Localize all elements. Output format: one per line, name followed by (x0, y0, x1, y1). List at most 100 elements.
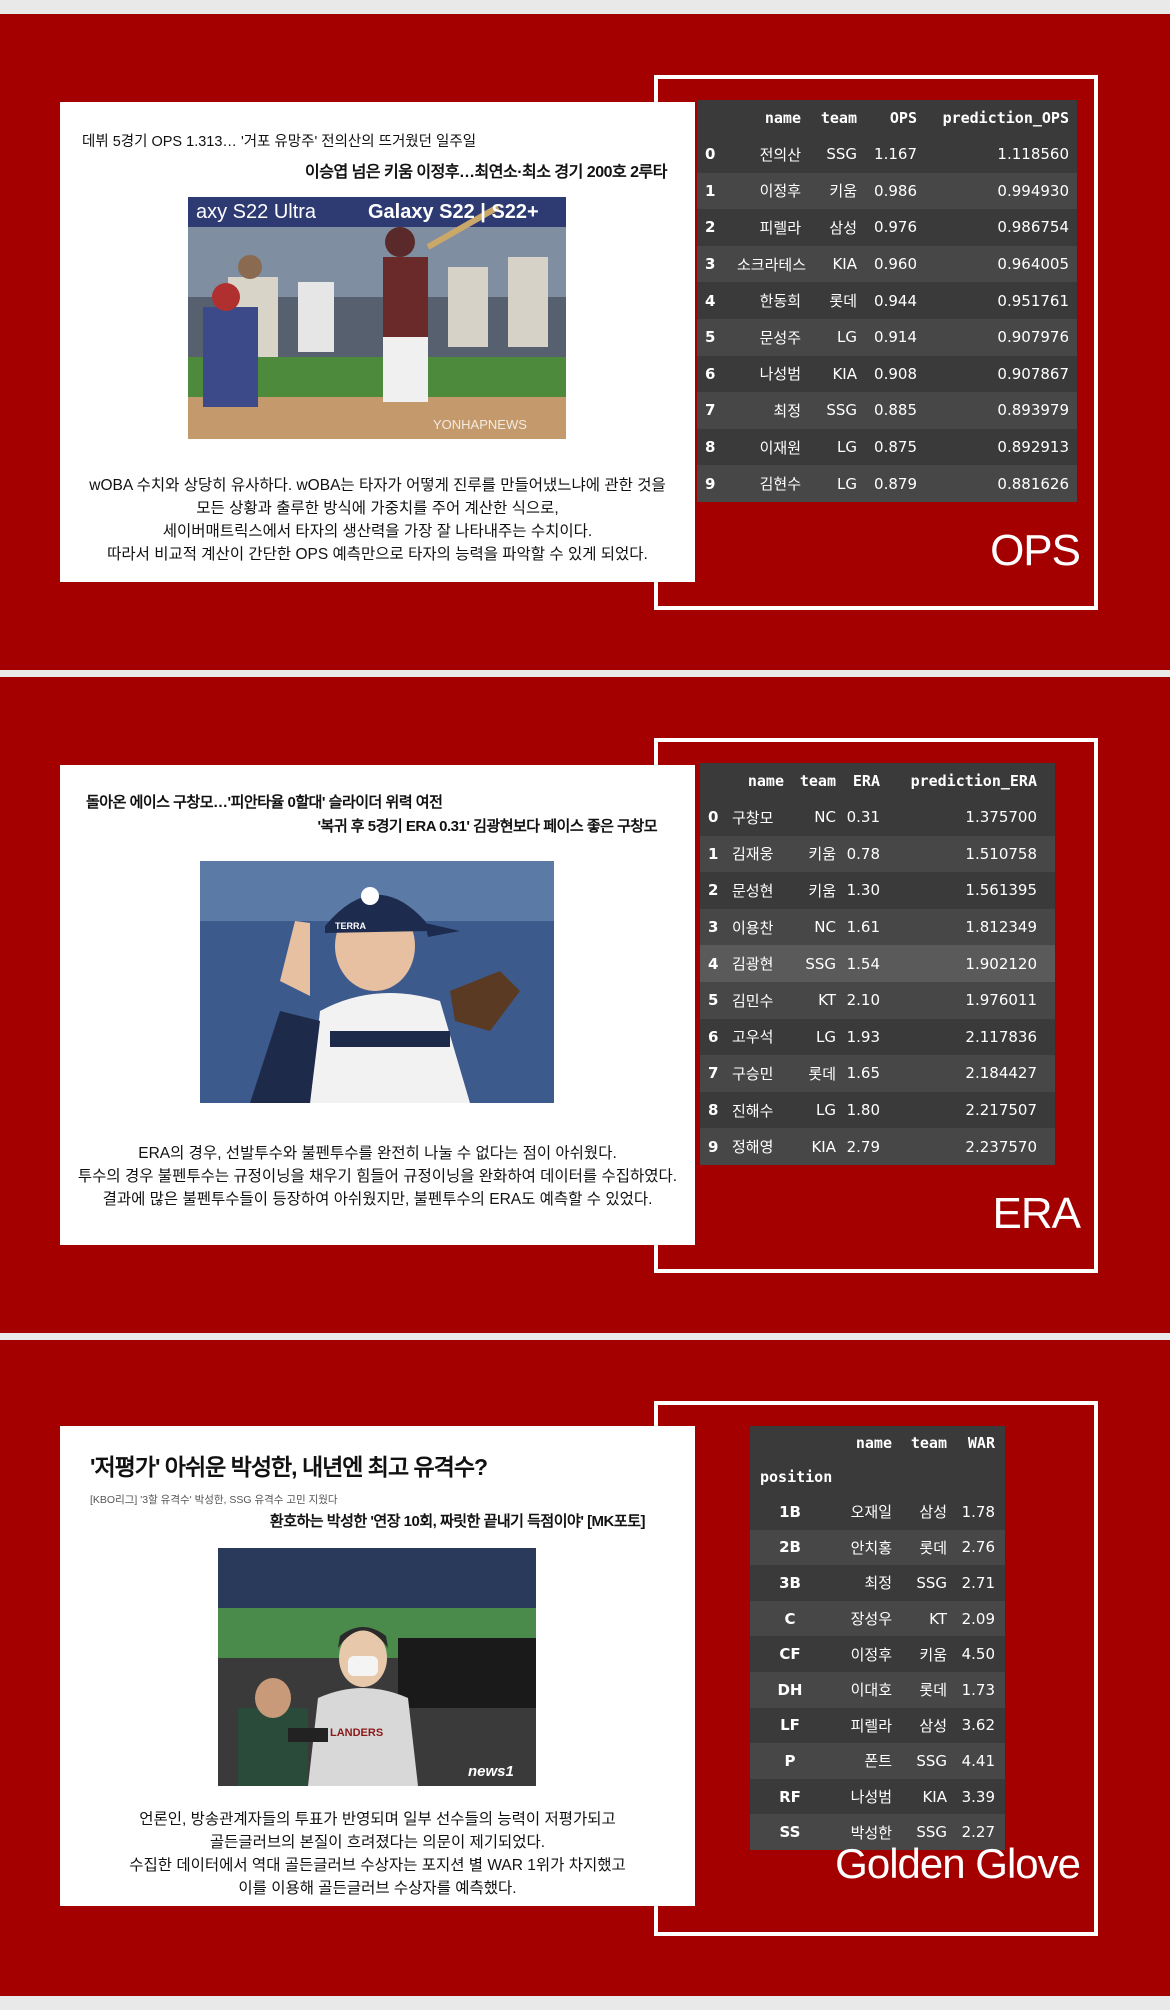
table-row: P 폰트 SSG 4.41 (750, 1743, 1005, 1779)
news-headline[interactable]: '저평가' 아쉬운 박성한, 내년엔 최고 유격수? (90, 1454, 488, 1480)
table-cell: 1.118560 (997, 145, 1069, 164)
news-caption: ERA의 경우, 선발투수와 불펜투수를 완전히 나눌 수 없다는 점이 아쉬웠… (60, 1142, 695, 1211)
table-cell: 삼성 (829, 218, 857, 237)
table-cell: 4.50 (961, 1645, 995, 1664)
row-index: 8 (705, 438, 716, 457)
news-card: '저평가' 아쉬운 박성한, 내년엔 최고 유격수? [KBO리그] '3할 유… (60, 1426, 695, 1906)
table-cell: 1.902120 (965, 954, 1037, 973)
caption-line: 언론인, 방송관계자들의 투표가 반영되며 일부 선수들의 능력이 저평가되고 (139, 1811, 616, 1828)
era-table: name team ERA prediction_ERA 0 구창모 NC 0.31 1… (700, 763, 1055, 1165)
table-row: RF 나성범 KIA 3.39 (750, 1779, 1005, 1815)
table-cell: 0.885 (874, 401, 917, 420)
row-index: 1 (708, 844, 719, 863)
table-row: C 장성우 KT 2.09 (750, 1600, 1005, 1637)
table-row: 2B 안치홍 롯데 2.76 (750, 1529, 1005, 1566)
table-cell: 1.54 (846, 954, 880, 973)
table-cell: 0.31 (846, 808, 880, 827)
column-header: team (799, 772, 836, 790)
row-index: 5 (708, 991, 719, 1010)
table-row: 6 고우석 LG 1.93 2.117836 (700, 1019, 1055, 1056)
table-row: 1B 오재일 삼성 1.78 (750, 1494, 1005, 1530)
table-cell: 2.79 (846, 1137, 880, 1156)
slide-label: Golden Glove (835, 1840, 1081, 1887)
table-cell: 소크라테스 (737, 255, 807, 274)
table-cell: 고우석 (732, 1028, 774, 1047)
table-row: 3 소크라테스 KIA 0.960 0.964005 (697, 245, 1077, 283)
table-cell: 0.951761 (997, 291, 1069, 310)
table-cell: 정해영 (732, 1138, 774, 1157)
slide-label: OPS (990, 526, 1081, 575)
row-index: 5 (705, 328, 716, 347)
table-row: 1 이정후 키움 0.986 0.994930 (697, 172, 1077, 210)
table-cell: LG (837, 474, 857, 493)
photo-watermark: YONHAPNEWS (433, 417, 527, 432)
row-index: 7 (708, 1064, 719, 1083)
table-cell: 1.61 (846, 918, 880, 937)
caption-line: 이를 이용해 골든글러브 수상자를 예측했다. (238, 1880, 517, 1897)
jersey-text: LANDERS (330, 1727, 383, 1739)
row-index: RF (779, 1787, 801, 1806)
table-cell: 0.964005 (997, 255, 1069, 274)
table-cell: 오재일 (850, 1503, 892, 1522)
caption-line: ERA의 경우, 선발투수와 불펜투수를 완전히 나눌 수 없다는 점이 아쉬웠… (138, 1145, 617, 1162)
table-cell: 2.27 (961, 1823, 995, 1842)
table-cell: 피렐라 (759, 218, 801, 237)
row-index: 3B (779, 1573, 801, 1592)
table-cell: 박성한 (850, 1823, 892, 1842)
table-row: 8 이재원 LG 0.875 0.892913 (697, 429, 1077, 466)
table-row: 4 김광현 SSG 1.54 1.902120 (700, 945, 1055, 982)
column-header: name (764, 109, 801, 127)
column-header: name (855, 1434, 892, 1452)
table-row: 2 문성현 키움 1.30 1.561395 (700, 872, 1055, 909)
row-index: 7 (705, 401, 716, 420)
table-cell: 0.914 (874, 328, 917, 347)
table-cell: SSG (916, 1573, 947, 1592)
caption-line: wOBA 수치와 상당히 유사하다. wOBA는 타자가 어떻게 진루를 만들어… (89, 477, 666, 494)
row-index: 3 (708, 918, 719, 937)
table-cell: KIA (832, 364, 857, 383)
table-cell: 2.117836 (965, 1027, 1037, 1046)
table-cell: 0.986754 (997, 218, 1069, 237)
slide-ops: 데뷔 5경기 OPS 1.313… '거포 유망주' 전의산의 뜨거웠던 일주일… (0, 14, 1170, 670)
table-cell: 2.76 (961, 1538, 995, 1557)
news-subheadline[interactable]: 이승엽 넘은 키움 이정후…최연소·최소 경기 200호 2루타 (305, 164, 668, 181)
row-index: 2 (705, 218, 716, 237)
table-cell: 나성범 (850, 1788, 892, 1807)
table-cell: 롯데 (829, 292, 857, 311)
row-index: 0 (705, 145, 716, 164)
row-index: 6 (708, 1027, 719, 1046)
table-body: 1B 오재일 삼성 1.78 2B 안치홍 롯데 2.76 3B 최정 SSG 2.71 C 장성우 KT 2… (750, 1494, 1005, 1850)
table-row: 5 김민수 KT 2.10 1.976011 (700, 981, 1055, 1019)
index-header: position (760, 1468, 833, 1486)
table-row: 5 문성주 LG 0.914 0.907976 (697, 318, 1077, 356)
table-cell: 2.09 (961, 1609, 995, 1628)
table-cell: 삼성 (919, 1503, 947, 1522)
table-cell: 1.30 (846, 881, 880, 900)
pitcher-photo-illustration: TERRA (200, 861, 554, 1103)
table-cell: 1.73 (961, 1680, 995, 1699)
caption-line: 골든글러브의 본질이 흐려졌다는 의문이 제기되었다. (209, 1834, 546, 1851)
table-row: CF 이정후 키움 4.50 (750, 1636, 1005, 1672)
table-cell: 0.986 (874, 181, 917, 200)
table-cell: 롯데 (919, 1681, 947, 1700)
table-row: 9 김현수 LG 0.879 0.881626 (697, 465, 1077, 502)
table-cell: 0.976 (874, 218, 917, 237)
row-index: 9 (708, 1137, 719, 1156)
news-headline[interactable]: 돌아온 에이스 구창모…'피안타율 0할대' 슬라이더 위력 여전 (86, 794, 443, 811)
table-cell: LG (816, 1101, 836, 1120)
table-cell: 장성우 (850, 1610, 892, 1629)
table-cell: SSG (805, 954, 836, 973)
table-cell: 최정 (864, 1574, 892, 1593)
news-subheadline[interactable]: 환호하는 박성한 '연장 10회, 짜릿한 끝내기 득점이야' [MK포토] (269, 1513, 646, 1530)
table-cell: NC (814, 918, 836, 937)
table-cell: 롯데 (919, 1538, 947, 1557)
table-row: LF 피렐라 삼성 3.62 (750, 1708, 1005, 1744)
news-subhead[interactable]: [KBO리그] '3할 유격수' 박성한, SSG 유격수 고민 지웠다 (90, 1494, 338, 1506)
table-cell: SSG (826, 145, 857, 164)
news-subheadline[interactable]: '복귀 후 5경기 ERA 0.31' 김광현보다 페이스 좋은 구창모 (317, 818, 657, 835)
table-body: 0 전의산 SSG 1.167 1.118560 1 이정후 키움 0.986 0.994930 2… (697, 136, 1077, 502)
table-row: 3B 최정 SSG 2.71 (750, 1565, 1005, 1601)
news-headline[interactable]: 데뷔 5경기 OPS 1.313… '거포 유망주' 전의산의 뜨거웠던 일주일 (82, 134, 477, 150)
table-row: 9 정해영 KIA 2.79 2.237570 (700, 1128, 1055, 1165)
batter-photo-illustration: axy S22 Ultra Galaxy S22 | S22+ YONHAPNE… (188, 197, 566, 439)
